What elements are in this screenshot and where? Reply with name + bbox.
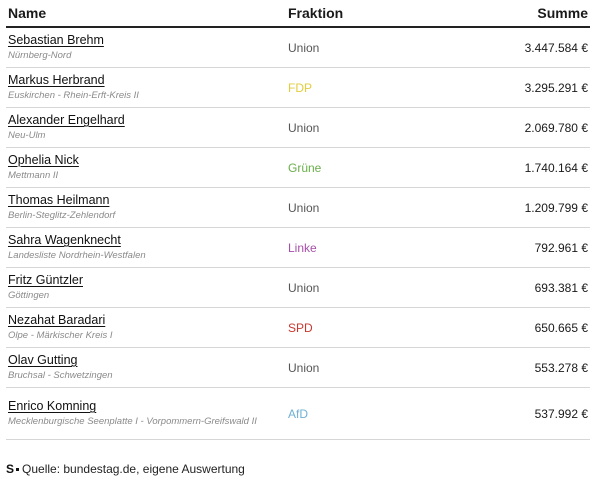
table-row: Alexander Engelhard Neu-Ulm Union 2.069.780…	[6, 108, 590, 148]
constituency-label: Mecklenburgische Seenplatte I - Vorpomme…	[8, 416, 257, 427]
sum-value: 693.381 €	[534, 280, 588, 295]
constituency-label: Neu-Ulm	[8, 130, 46, 141]
fraktion-label: Grüne	[288, 160, 322, 175]
table-row: Sebastian Brehm Nürnberg-Nord Union 3.447.5…	[6, 28, 590, 68]
fraktion-label: AfD	[288, 406, 309, 421]
table-row: Fritz Güntzler Göttingen Union 693.381 €	[6, 268, 590, 308]
table-body: Sebastian Brehm Nürnberg-Nord Union 3.447.5…	[6, 28, 590, 440]
politician-name-link[interactable]: Sebastian Brehm	[8, 33, 104, 47]
logo-dot	[16, 467, 20, 471]
table-row: Sahra Wagenknecht Landesliste Nordrhein-W…	[6, 228, 590, 268]
constituency-label: Berlin-Steglitz-Zehlendorf	[8, 210, 116, 221]
fraktion-label: Union	[288, 200, 320, 215]
constituency-label: Euskirchen - Rhein-Erft-Kreis II	[8, 90, 139, 101]
sum-value: 3.295.291 €	[524, 80, 588, 95]
sum-value: 1.740.164 €	[524, 160, 588, 175]
name-cell: Sahra Wagenknecht Landesliste Nordrhein-W…	[6, 233, 288, 262]
constituency-label: Olpe - Märkischer Kreis I	[8, 330, 113, 341]
table-row: Nezahat Baradari Olpe - Märkischer Kreis …	[6, 308, 590, 348]
table-row: Ophelia Nick Mettmann II Grüne 1.740.164 €	[6, 148, 590, 188]
constituency-label: Göttingen	[8, 290, 50, 301]
sum-value: 650.665 €	[534, 320, 588, 335]
constituency-label: Nürnberg-Nord	[8, 50, 72, 61]
table-row: Markus Herbrand Euskirchen - Rhein-Erft-K…	[6, 68, 590, 108]
header-name: Name	[8, 5, 47, 21]
fraktion-label: FDP	[288, 80, 312, 95]
table-row: Thomas Heilmann Berlin-Steglitz-Zehlendor…	[6, 188, 590, 228]
politician-name-link[interactable]: Thomas Heilmann	[8, 193, 110, 207]
sum-value: 553.278 €	[534, 360, 588, 375]
name-cell: Ophelia Nick Mettmann II	[6, 153, 288, 182]
fraktion-label: Union	[288, 280, 320, 295]
politician-name-link[interactable]: Fritz Güntzler	[8, 273, 84, 287]
sum-value: 792.961 €	[534, 240, 588, 255]
header-summe: Summe	[537, 5, 588, 21]
constituency-label: Mettmann II	[8, 170, 59, 181]
fraktion-label: Union	[288, 120, 320, 135]
name-cell: Thomas Heilmann Berlin-Steglitz-Zehlendor…	[6, 193, 288, 222]
politician-name-link[interactable]: Markus Herbrand	[8, 73, 105, 87]
name-cell: Markus Herbrand Euskirchen - Rhein-Erft-K…	[6, 73, 288, 102]
fraktion-label: Linke	[288, 240, 317, 255]
politician-name-link[interactable]: Enrico Komning	[8, 399, 97, 413]
fraktion-label: Union	[288, 40, 320, 55]
table-row: Enrico Komning Mecklenburgische Seenplatt…	[6, 388, 590, 440]
constituency-label: Landesliste Nordrhein-Westfalen	[8, 250, 146, 261]
header-fraktion: Fraktion	[288, 5, 344, 21]
name-cell: Enrico Komning Mecklenburgische Seenplatt…	[6, 399, 288, 428]
name-cell: Alexander Engelhard Neu-Ulm	[6, 113, 288, 142]
name-cell: Sebastian Brehm Nürnberg-Nord	[6, 33, 288, 62]
donations-table: Name Fraktion Summe Sebastian Brehm Nürnb…	[6, 0, 590, 440]
name-cell: Fritz Güntzler Göttingen	[6, 273, 288, 302]
source-note: S Quelle: bundestag.de, eigene Auswertun…	[6, 462, 245, 476]
politician-name-link[interactable]: Nezahat Baradari	[8, 313, 106, 327]
fraktion-label: Union	[288, 360, 320, 375]
name-cell: Olav Gutting Bruchsal - Schwetzingen	[6, 353, 288, 382]
sum-value: 3.447.584 €	[524, 40, 588, 55]
politician-name-link[interactable]: Ophelia Nick	[8, 153, 79, 167]
spiegel-logo: S	[6, 462, 15, 476]
name-cell: Nezahat Baradari Olpe - Märkischer Kreis …	[6, 313, 288, 342]
source-text: Quelle: bundestag.de, eigene Auswertung	[22, 462, 245, 476]
politician-name-link[interactable]: Alexander Engelhard	[8, 113, 125, 127]
sum-value: 1.209.799 €	[524, 200, 588, 215]
fraktion-label: SPD	[288, 320, 313, 335]
politician-name-link[interactable]: Sahra Wagenknecht	[8, 233, 121, 247]
politician-name-link[interactable]: Olav Gutting	[8, 353, 78, 367]
sum-value: 537.992 €	[534, 406, 588, 421]
sum-value: 2.069.780 €	[524, 120, 588, 135]
constituency-label: Bruchsal - Schwetzingen	[8, 370, 113, 381]
table-row: Olav Gutting Bruchsal - Schwetzingen Union…	[6, 348, 590, 388]
table-header: Name Fraktion Summe	[6, 0, 590, 28]
